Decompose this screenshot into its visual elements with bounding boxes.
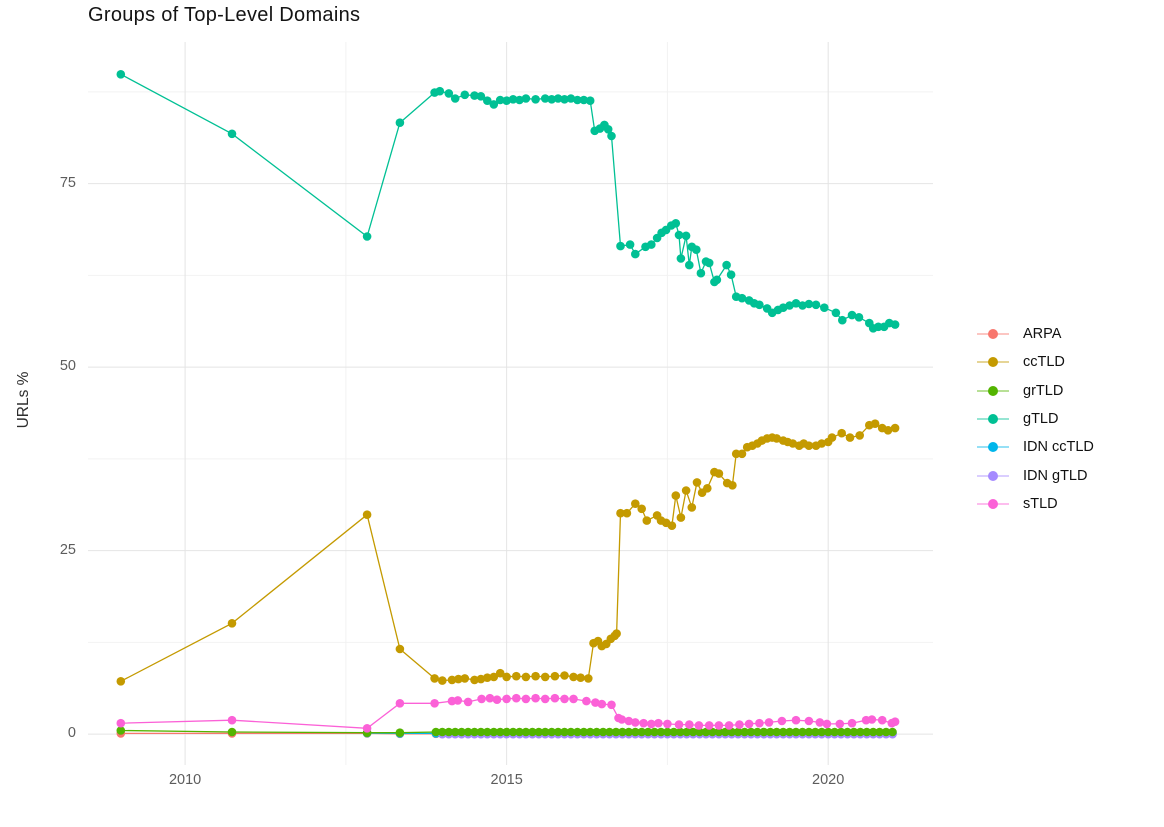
legend-key-icon [977, 470, 1009, 481]
y-tick-label: 0 [67, 725, 76, 742]
legend-label: sTLD [1023, 495, 1058, 512]
legend: ARPA ccTLD grTLD gTLD IDN ccTLD IDN gTLD sTLD [975, 320, 1094, 518]
legend-key-icon [977, 442, 1009, 453]
chart-title: Groups of Top-Level Domains [88, 4, 361, 26]
x-axis-ticks: 2010 2015 2020 [0, 772, 1164, 794]
legend-key-icon [977, 414, 1009, 425]
legend-item-stld: sTLD [975, 490, 1094, 518]
legend-item-arpa: ARPA [975, 320, 1094, 348]
legend-item-gtld: gTLD [975, 405, 1094, 433]
legend-label: ARPA [1023, 326, 1062, 343]
series-cctld [116, 419, 900, 686]
series-grtld [116, 726, 897, 737]
legend-label: grTLD [1023, 382, 1064, 399]
legend-label: IDN gTLD [1023, 467, 1088, 484]
series-stld [116, 693, 900, 733]
x-tick-label: 2020 [812, 772, 845, 788]
series-gtld [116, 70, 900, 333]
legend-item-grtld: grTLD [975, 377, 1094, 405]
legend-label: ccTLD [1023, 354, 1065, 371]
y-tick-label: 50 [59, 358, 76, 375]
legend-key-icon [977, 385, 1009, 396]
legend-key-icon [977, 357, 1009, 368]
legend-label: IDN ccTLD [1023, 439, 1094, 456]
x-tick-label: 2010 [168, 772, 202, 788]
y-tick-label: 25 [59, 541, 76, 558]
legend-item-idn-cctld: IDN ccTLD [975, 433, 1094, 461]
y-axis-ticks: 0 25 50 75 [0, 0, 80, 827]
x-tick-label: 2015 [490, 772, 523, 788]
legend-item-cctld: ccTLD [975, 348, 1094, 376]
legend-label: gTLD [1023, 411, 1059, 428]
legend-key-icon [977, 498, 1009, 509]
legend-item-idn-gtld: IDN gTLD [975, 461, 1094, 489]
legend-key-icon [977, 329, 1009, 340]
y-tick-label: 75 [59, 174, 76, 191]
